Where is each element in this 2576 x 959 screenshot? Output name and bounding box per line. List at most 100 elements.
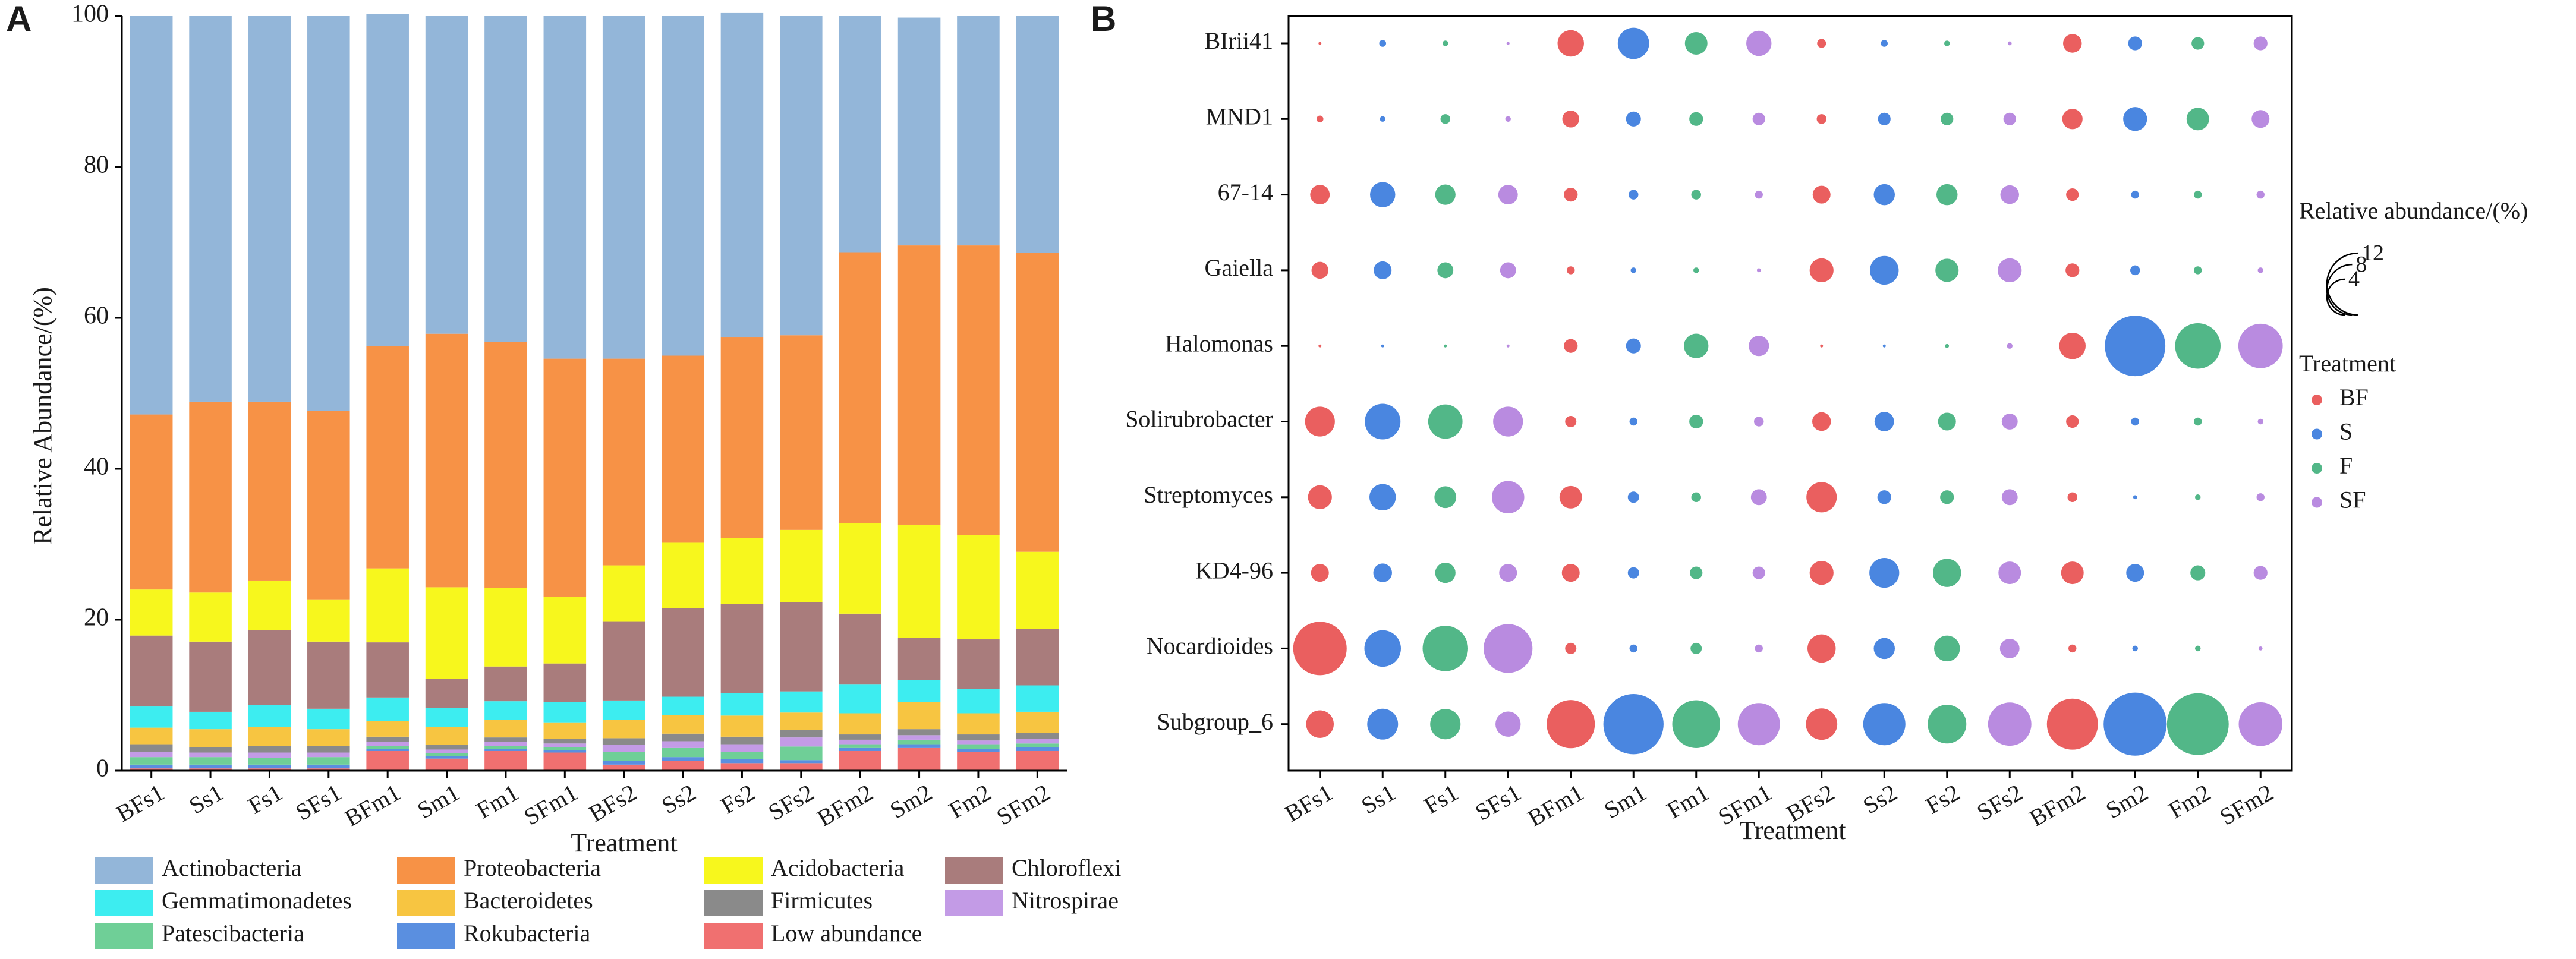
bubble-67-14-bfm2 xyxy=(2066,188,2079,201)
bubble-kd4-96-bfs2 xyxy=(1809,560,1834,585)
bubble-streptomyces-sfs2 xyxy=(2001,489,2018,506)
bubble-subgroup-6-fs2 xyxy=(1928,705,1967,744)
bubble-solirubrobacter-bfm1 xyxy=(1565,416,1577,427)
bar-low-abundance-fs2 xyxy=(720,763,764,771)
bar-rokubacteria-fm2 xyxy=(957,749,1000,752)
bar-actinobacteria-bfm2 xyxy=(839,16,881,253)
bar-bacteroidetes-sfs2 xyxy=(780,712,823,730)
bar-firmicutes-fm1 xyxy=(484,737,527,742)
bar-actinobacteria-bfs2 xyxy=(602,16,645,359)
bubble-kd4-96-sm1 xyxy=(1627,567,1639,579)
bar-chloroflexi-bfs2 xyxy=(602,621,645,701)
bar-proteobacteria-fs1 xyxy=(248,401,291,581)
bar-rokubacteria-bfm1 xyxy=(366,749,409,751)
bar-patescibacteria-sfs1 xyxy=(307,757,350,765)
bar-nitrospirae-bfm1 xyxy=(366,742,409,746)
bubble-streptomyces-sfs1 xyxy=(1492,481,1525,514)
bar-firmicutes-sm1 xyxy=(425,745,468,750)
color-legend-dot-f xyxy=(2312,463,2322,474)
bar-chloroflexi-sfs1 xyxy=(307,641,350,709)
bar-nitrospirae-bfm2 xyxy=(839,739,881,745)
bar-actinobacteria-ss2 xyxy=(662,16,704,356)
bar-firmicutes-sm2 xyxy=(897,729,941,736)
legend-label-low-abundance: Low abundance xyxy=(771,920,922,947)
bar-gemmatimonadetes-sfs1 xyxy=(307,708,350,730)
bar-patescibacteria-bfm1 xyxy=(366,746,409,749)
bubble-mnd1-bfs1 xyxy=(1316,115,1324,123)
bubble-mnd1-ss1 xyxy=(1380,116,1385,122)
bar-nitrospirae-sfs1 xyxy=(307,752,350,758)
bar-gemmatimonadetes-fs2 xyxy=(720,693,764,716)
bubble-mnd1-sfm1 xyxy=(1752,112,1765,125)
bubble-kd4-96-sm2 xyxy=(2126,564,2144,582)
bar-low-abundance-fm2 xyxy=(957,752,1000,771)
bubble-birii41-bfm1 xyxy=(1557,30,1584,57)
bubble-gaiella-sfs2 xyxy=(1998,258,2022,283)
bubble-nocardioides-bfs1 xyxy=(1293,622,1347,676)
bar-actinobacteria-sfm1 xyxy=(543,16,587,359)
legend-label-gemmatimonadetes: Gemmatimonadetes xyxy=(162,887,352,914)
bar-acidobacteria-bfs1 xyxy=(130,589,173,636)
x-tick-label-fs2: Fs2 xyxy=(716,779,760,819)
x-tick-label-sfm2: SFm2 xyxy=(992,779,1054,831)
bubble-birii41-ss1 xyxy=(1379,40,1387,47)
bubble-nocardioides-fm1 xyxy=(1690,642,1702,654)
bar-low-abundance-sm2 xyxy=(897,747,941,771)
legend-swatch-gemmatimonadetes xyxy=(95,890,153,916)
bubble-halomonas-fm2 xyxy=(2175,323,2221,369)
legend-swatch-patescibacteria xyxy=(95,923,153,949)
bubble-nocardioides-sfs1 xyxy=(1484,624,1533,673)
panel-b-bubble-chart: BIrii41 MND1 67-14 Gaiella Halomonas Solirubr… xyxy=(1125,15,2384,832)
bar-proteobacteria-ss1 xyxy=(189,401,232,593)
bar-bacteroidetes-fs2 xyxy=(720,715,764,737)
bubble-kd4-96-bfm2 xyxy=(2061,561,2084,585)
bar-nitrospirae-sfm1 xyxy=(543,743,587,747)
bubble-halomonas-ss1 xyxy=(1381,344,1384,348)
bubble-gaiella-sm1 xyxy=(1630,267,1636,273)
bar-chloroflexi-fs2 xyxy=(720,604,764,693)
y-tick-label-kd4-96: KD4-96 xyxy=(1195,557,1273,583)
bubble-gaiella-ss2 xyxy=(1870,255,1899,285)
bar-nitrospirae-bfs1 xyxy=(130,752,173,758)
bar-firmicutes-ss2 xyxy=(662,733,704,742)
x-tick-label-sm1: Sm1 xyxy=(1599,779,1651,824)
bar-firmicutes-sfs1 xyxy=(307,746,350,753)
bubble-subgroup-6-fs1 xyxy=(1430,709,1461,740)
bubble-mnd1-bfm2 xyxy=(2062,109,2083,130)
bubble-streptomyces-sfm1 xyxy=(1750,489,1767,506)
bubble-subgroup-6-sfm1 xyxy=(1737,703,1780,746)
bar-firmicutes-fs2 xyxy=(720,736,764,745)
bar-nitrospirae-sfs2 xyxy=(780,737,823,747)
bubble-gaiella-bfs1 xyxy=(1311,261,1328,279)
bar-rokubacteria-ss2 xyxy=(662,757,704,761)
x-tick-label-sm2: Sm2 xyxy=(2101,779,2152,824)
bar-bacteroidetes-ss1 xyxy=(189,729,232,747)
bar-nitrospirae-ss1 xyxy=(189,752,232,758)
bar-acidobacteria-fm1 xyxy=(484,588,527,667)
bubble-halomonas-fs1 xyxy=(1444,344,1447,348)
x-tick-label-bfs2: BFs2 xyxy=(584,779,641,827)
bubble-mnd1-sm1 xyxy=(1626,111,1641,127)
color-legend-dot-sf xyxy=(2312,497,2322,508)
bubble-nocardioides-sfm2 xyxy=(2258,646,2263,651)
bubble-streptomyces-fs2 xyxy=(1940,490,1954,504)
color-legend-label-sf: SF xyxy=(2339,487,2366,513)
bar-patescibacteria-fm2 xyxy=(957,744,1000,749)
bubble-subgroup-6-bfm1 xyxy=(1547,700,1595,749)
bubble-mnd1-ss2 xyxy=(1878,112,1891,125)
bubble-gaiella-sfs1 xyxy=(1500,262,1516,279)
size-legend-label-8: 8 xyxy=(2355,252,2367,277)
bar-gemmatimonadetes-ss1 xyxy=(189,711,232,730)
bubble-birii41-fm1 xyxy=(1684,32,1708,55)
bar-gemmatimonadetes-sfm1 xyxy=(543,702,587,723)
bar-low-abundance-sfs2 xyxy=(780,763,823,771)
legend-label-chloroflexi: Chloroflexi xyxy=(1012,854,1121,881)
bar-low-abundance-bfm2 xyxy=(839,750,881,771)
bubble-subgroup-6-sfs2 xyxy=(1988,702,2032,746)
bar-proteobacteria-sfm2 xyxy=(1016,253,1059,552)
bar-chloroflexi-sfm2 xyxy=(1016,629,1059,686)
bar-bacteroidetes-sfs1 xyxy=(307,729,350,746)
y-tick-label-nocardioides: Nocardioides xyxy=(1147,633,1273,660)
x-tick-label-fs1: Fs1 xyxy=(244,779,287,819)
x-tick-label-sm1: Sm1 xyxy=(412,779,464,824)
